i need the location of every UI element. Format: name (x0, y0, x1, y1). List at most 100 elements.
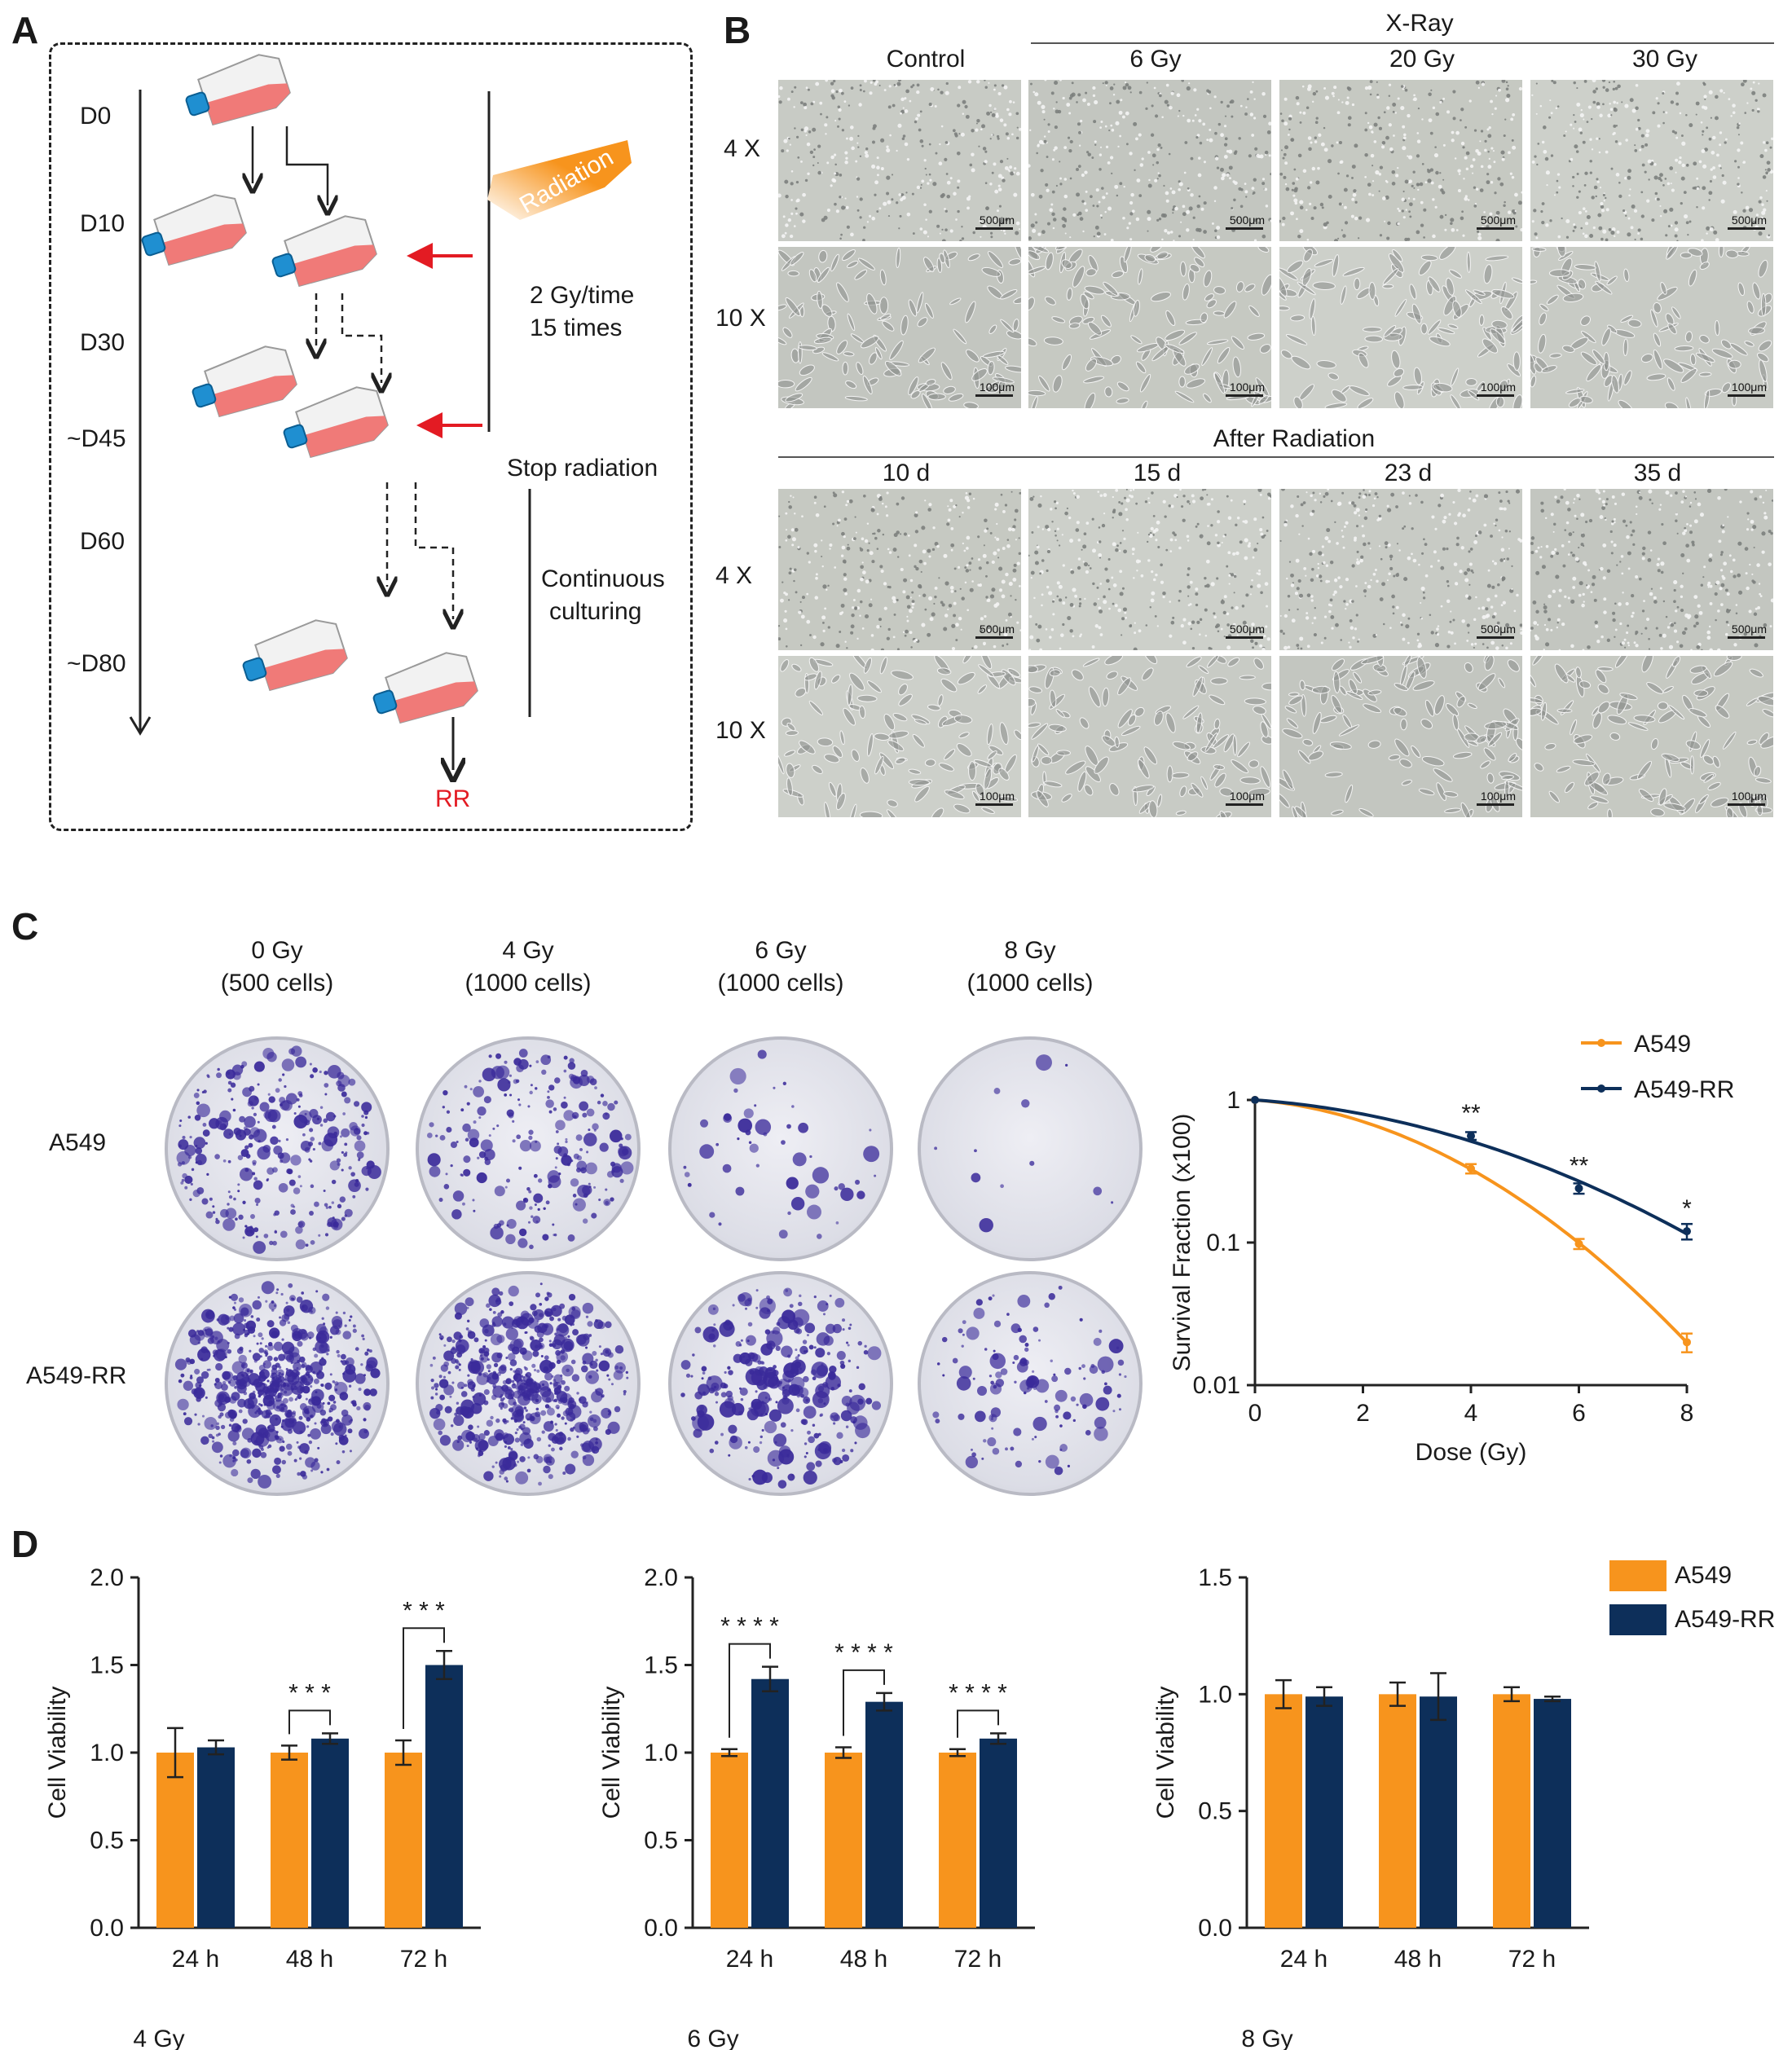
row-label: 4 X (715, 562, 753, 589)
bar (1379, 1694, 1416, 1928)
micrograph-image: 500μm (1530, 80, 1773, 241)
day-label: D30 (80, 329, 125, 356)
bar (1265, 1694, 1302, 1928)
cells-header: (1000 cells) (465, 970, 592, 996)
column-header: 20 Gy (1389, 46, 1455, 73)
bar (1493, 1694, 1530, 1928)
colony-dish-image (918, 1036, 1143, 1261)
panel-c: 0 Gy (500 cells) 4 Gy (1000 cells) 6 Gy … (0, 896, 1792, 1499)
x-axis-label: Dose (Gy) (1416, 1439, 1527, 1466)
bar (311, 1738, 349, 1928)
data-point (1574, 1239, 1583, 1248)
scale-bar (1477, 636, 1514, 639)
colony-dish-image (416, 1271, 641, 1496)
x-tick-label: 2 (1356, 1400, 1370, 1427)
scale-bar-label: 500μm (1731, 622, 1767, 636)
legend-label: A549-RR (1634, 1076, 1734, 1103)
scale-bar-label: 100μm (979, 381, 1015, 394)
y-tick-label: 0.1 (1206, 1230, 1240, 1256)
cell-flask-icon (283, 386, 389, 459)
colony-dish-image (918, 1271, 1143, 1496)
after-radiation-title: After Radiation (1213, 425, 1376, 452)
row-label: 10 X (715, 305, 766, 332)
scale-bar (975, 394, 1013, 397)
y-tick-label: 0.0 (1198, 1915, 1232, 1942)
cell-flask-icon (372, 652, 478, 724)
column-header: 35 d (1633, 460, 1682, 486)
scale-bar (1477, 394, 1514, 397)
scale-bar-label: 100μm (1480, 381, 1516, 394)
viability-chart-8gy: 0.0 0.5 1.0 1.5 Cell Viability 24 h 48 h 72 h 8 … (1152, 1564, 1589, 2050)
micrograph-image: 100μm (1028, 656, 1271, 817)
x-tick-label: 48 h (840, 1946, 887, 1973)
scale-bar (1728, 227, 1765, 230)
bar (1305, 1696, 1343, 1928)
scale-bar-label: 500μm (1229, 213, 1265, 227)
cell-flask-icon (242, 619, 348, 692)
cell-flask-icon (185, 54, 291, 126)
micrograph-image: 100μm (1530, 247, 1773, 408)
cell-flask-icon (141, 194, 247, 266)
panel-a: D0 D10 D30 ~D45 D60 ~D80 Radiation 2 Gy/… (0, 0, 709, 847)
significance-bracket (843, 1669, 885, 1736)
x-tick-label: 24 h (1280, 1946, 1327, 1973)
significance-bracket (288, 1709, 331, 1735)
cell-flask-icon (192, 345, 297, 418)
micrograph-image: 500μm (1028, 489, 1271, 650)
colony-dish-image (165, 1036, 390, 1261)
legend-label: A549 (1675, 1562, 1733, 1589)
panel-a-diagram (129, 54, 632, 847)
continuous-label: Continuous (541, 565, 665, 592)
micrograph-image: 500μm (1530, 489, 1773, 650)
xray-group-line (1031, 42, 1774, 44)
x-tick-label: 48 h (1394, 1946, 1442, 1973)
legend-swatch-a549 (1609, 1560, 1667, 1591)
scale-bar (1728, 394, 1765, 397)
cells-header: (1000 cells) (966, 970, 1094, 996)
scale-bar-label: 500μm (1731, 213, 1767, 227)
micrograph-image: 100μm (778, 247, 1021, 408)
y-axis-label: Cell Viability (598, 1687, 625, 1819)
chart-title: 6 Gy (687, 2026, 738, 2050)
legend-label: A549 (1634, 1031, 1691, 1058)
x-tick-label: 24 h (172, 1946, 219, 1973)
scale-bar-label: 500μm (1480, 622, 1516, 636)
scale-bar-label: 500μm (979, 213, 1015, 227)
y-tick-label: 1.5 (1198, 1564, 1232, 1591)
xray-group-title: X-Ray (1385, 10, 1454, 37)
bar (751, 1678, 789, 1928)
y-tick-label: 2.0 (90, 1564, 124, 1591)
micrograph-image: 500μm (1279, 489, 1522, 650)
continuous-label: culturing (549, 598, 642, 625)
after-radiation-line (778, 456, 1774, 458)
row-label: 10 X (715, 717, 766, 744)
scale-bar-label: 500μm (1480, 213, 1516, 227)
colony-dish-image (165, 1271, 390, 1496)
y-tick-label: 1 (1226, 1087, 1240, 1114)
micrograph-image: 500μm (778, 489, 1021, 650)
dose-schedule: 15 times (530, 315, 623, 341)
colony-dish-image (416, 1036, 641, 1261)
bar (865, 1701, 903, 1928)
x-tick-label: 0 (1248, 1400, 1262, 1427)
cells-header: (500 cells) (220, 970, 334, 996)
significance-marker: * * * (403, 1597, 445, 1624)
bar (197, 1747, 235, 1928)
scale-bar (1477, 803, 1514, 806)
series-line (1254, 1098, 1688, 1236)
y-axis-label: Cell Viability (44, 1687, 71, 1819)
scale-bar (1728, 636, 1765, 639)
panel-label-a: A (11, 9, 39, 51)
panel-label-b: B (724, 9, 751, 51)
legend-marker (1597, 1039, 1605, 1047)
radiation-ribbon (487, 140, 632, 220)
x-tick-label: 24 h (726, 1946, 773, 1973)
data-point (1251, 1096, 1259, 1104)
scale-bar-label: 100μm (1480, 790, 1516, 803)
panel-a-frame (49, 42, 693, 831)
viability-chart-4gy: 0.0 0.5 1.0 1.5 2.0 Cell Viability 24 h 48 h * *… (44, 1564, 481, 2050)
significance-marker: ** (1461, 1100, 1481, 1127)
scale-bar (975, 227, 1013, 230)
bar (271, 1753, 308, 1928)
y-tick-label: 0.01 (1193, 1372, 1240, 1399)
